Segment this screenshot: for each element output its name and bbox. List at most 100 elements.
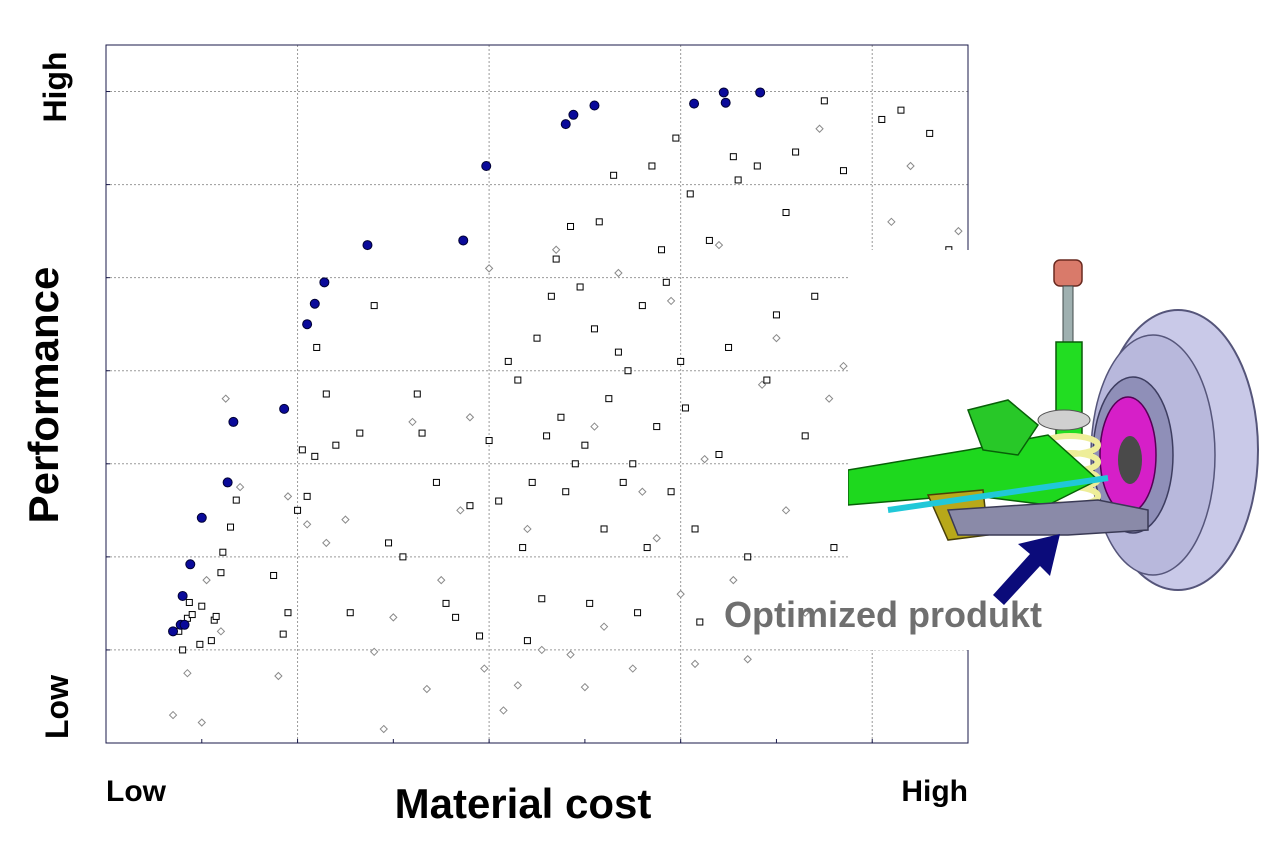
optimal-point: [689, 98, 700, 109]
candidate-point: [595, 218, 603, 226]
candidate-point: [452, 613, 460, 621]
optimal-point: [755, 87, 766, 98]
rejected-point: [824, 394, 834, 403]
rejected-point: [666, 296, 676, 306]
rejected-point: [322, 538, 331, 548]
optimal-point: [362, 240, 373, 251]
candidate-point: [298, 446, 306, 454]
candidate-point: [346, 609, 354, 617]
candidate-point: [811, 292, 819, 300]
candidate-point: [432, 478, 440, 486]
candidate-point: [662, 278, 670, 286]
candidate-point: [681, 404, 689, 412]
candidate-point: [763, 376, 771, 384]
candidate-point: [217, 569, 225, 577]
candidate-point: [878, 115, 886, 123]
candidate-point: [691, 525, 699, 533]
rejected-point: [465, 413, 475, 422]
x-tick-low: Low: [106, 775, 167, 808]
candidate-point: [413, 390, 421, 398]
rejected-point: [590, 422, 599, 431]
candidate-point: [485, 437, 493, 445]
rejected-point: [369, 647, 379, 657]
control-arms: [848, 399, 1149, 541]
candidate-point: [830, 544, 838, 552]
candidate-point: [614, 348, 622, 356]
candidate-point: [686, 190, 694, 198]
candidate-point: [624, 367, 632, 375]
rejected-point: [283, 492, 293, 501]
candidate-point: [638, 302, 646, 310]
candidate-point: [294, 506, 302, 514]
candidate-point: [533, 334, 541, 342]
rejected-point: [599, 622, 609, 631]
candidate-point: [370, 302, 378, 310]
candidate-point: [557, 413, 565, 421]
candidate-point: [600, 525, 608, 533]
candidate-point: [586, 599, 594, 607]
candidate-point: [634, 609, 642, 617]
candidate-point: [313, 343, 321, 351]
rejected-point: [437, 575, 446, 585]
rejected-point: [700, 454, 709, 464]
y-tick-high: High: [37, 51, 73, 122]
rejected-point: [302, 520, 312, 529]
candidate-point: [744, 553, 752, 561]
rejected-point: [743, 655, 752, 664]
rejected-point: [638, 487, 647, 496]
candidate-point: [653, 423, 661, 431]
rejected-point: [379, 724, 388, 734]
candidate-point: [303, 492, 311, 500]
candidate-point: [782, 209, 790, 217]
rejected-point: [537, 645, 546, 655]
x-tick-high: High: [901, 775, 968, 808]
candidate-point: [270, 571, 278, 579]
data-points: [168, 87, 963, 734]
optimal-point: [196, 512, 207, 523]
candidate-point: [476, 632, 484, 640]
x-axis-label: Material cost: [395, 780, 652, 827]
rejected-point: [772, 333, 781, 343]
optimal-point: [168, 626, 179, 637]
rejected-point: [523, 524, 532, 534]
optimal-point: [179, 619, 190, 630]
optimal-point: [319, 277, 330, 288]
rejected-point: [800, 608, 810, 617]
optimal-point: [185, 559, 196, 570]
candidate-point: [605, 395, 613, 403]
candidate-point: [610, 171, 618, 179]
candidate-point: [571, 460, 579, 468]
candidate-point: [619, 478, 627, 486]
candidate-point: [715, 450, 723, 458]
arrow-icon: [993, 534, 1060, 605]
rejected-point: [676, 589, 685, 599]
optimal-point: [458, 235, 469, 246]
rejected-point: [168, 710, 178, 720]
candidate-point: [696, 618, 704, 626]
rejected-point: [480, 664, 489, 673]
rejected-point: [781, 506, 791, 515]
y-tick-low: Low: [39, 675, 75, 739]
rejected-point: [628, 664, 637, 673]
axis-ticks: [106, 91, 873, 743]
optimal-point: [309, 298, 320, 309]
optimal-point: [718, 87, 729, 98]
candidate-point: [581, 441, 589, 449]
optimal-point: [560, 119, 571, 130]
rejected-point: [887, 217, 896, 227]
candidate-point: [198, 602, 206, 610]
candidate-point: [629, 460, 637, 468]
candidate-point: [705, 236, 713, 244]
candidate-point: [926, 129, 934, 137]
candidate-point: [196, 640, 204, 648]
candidate-point: [227, 523, 235, 531]
rejected-point: [815, 124, 824, 133]
candidate-point: [725, 343, 733, 351]
candidate-point: [188, 611, 196, 619]
candidate-point: [185, 598, 193, 606]
rejected-point: [729, 575, 738, 585]
candidate-point: [514, 376, 522, 384]
optimized-product-label: Optimized produkt: [724, 594, 1042, 635]
rejected-point: [839, 361, 848, 371]
candidate-point: [567, 222, 575, 230]
